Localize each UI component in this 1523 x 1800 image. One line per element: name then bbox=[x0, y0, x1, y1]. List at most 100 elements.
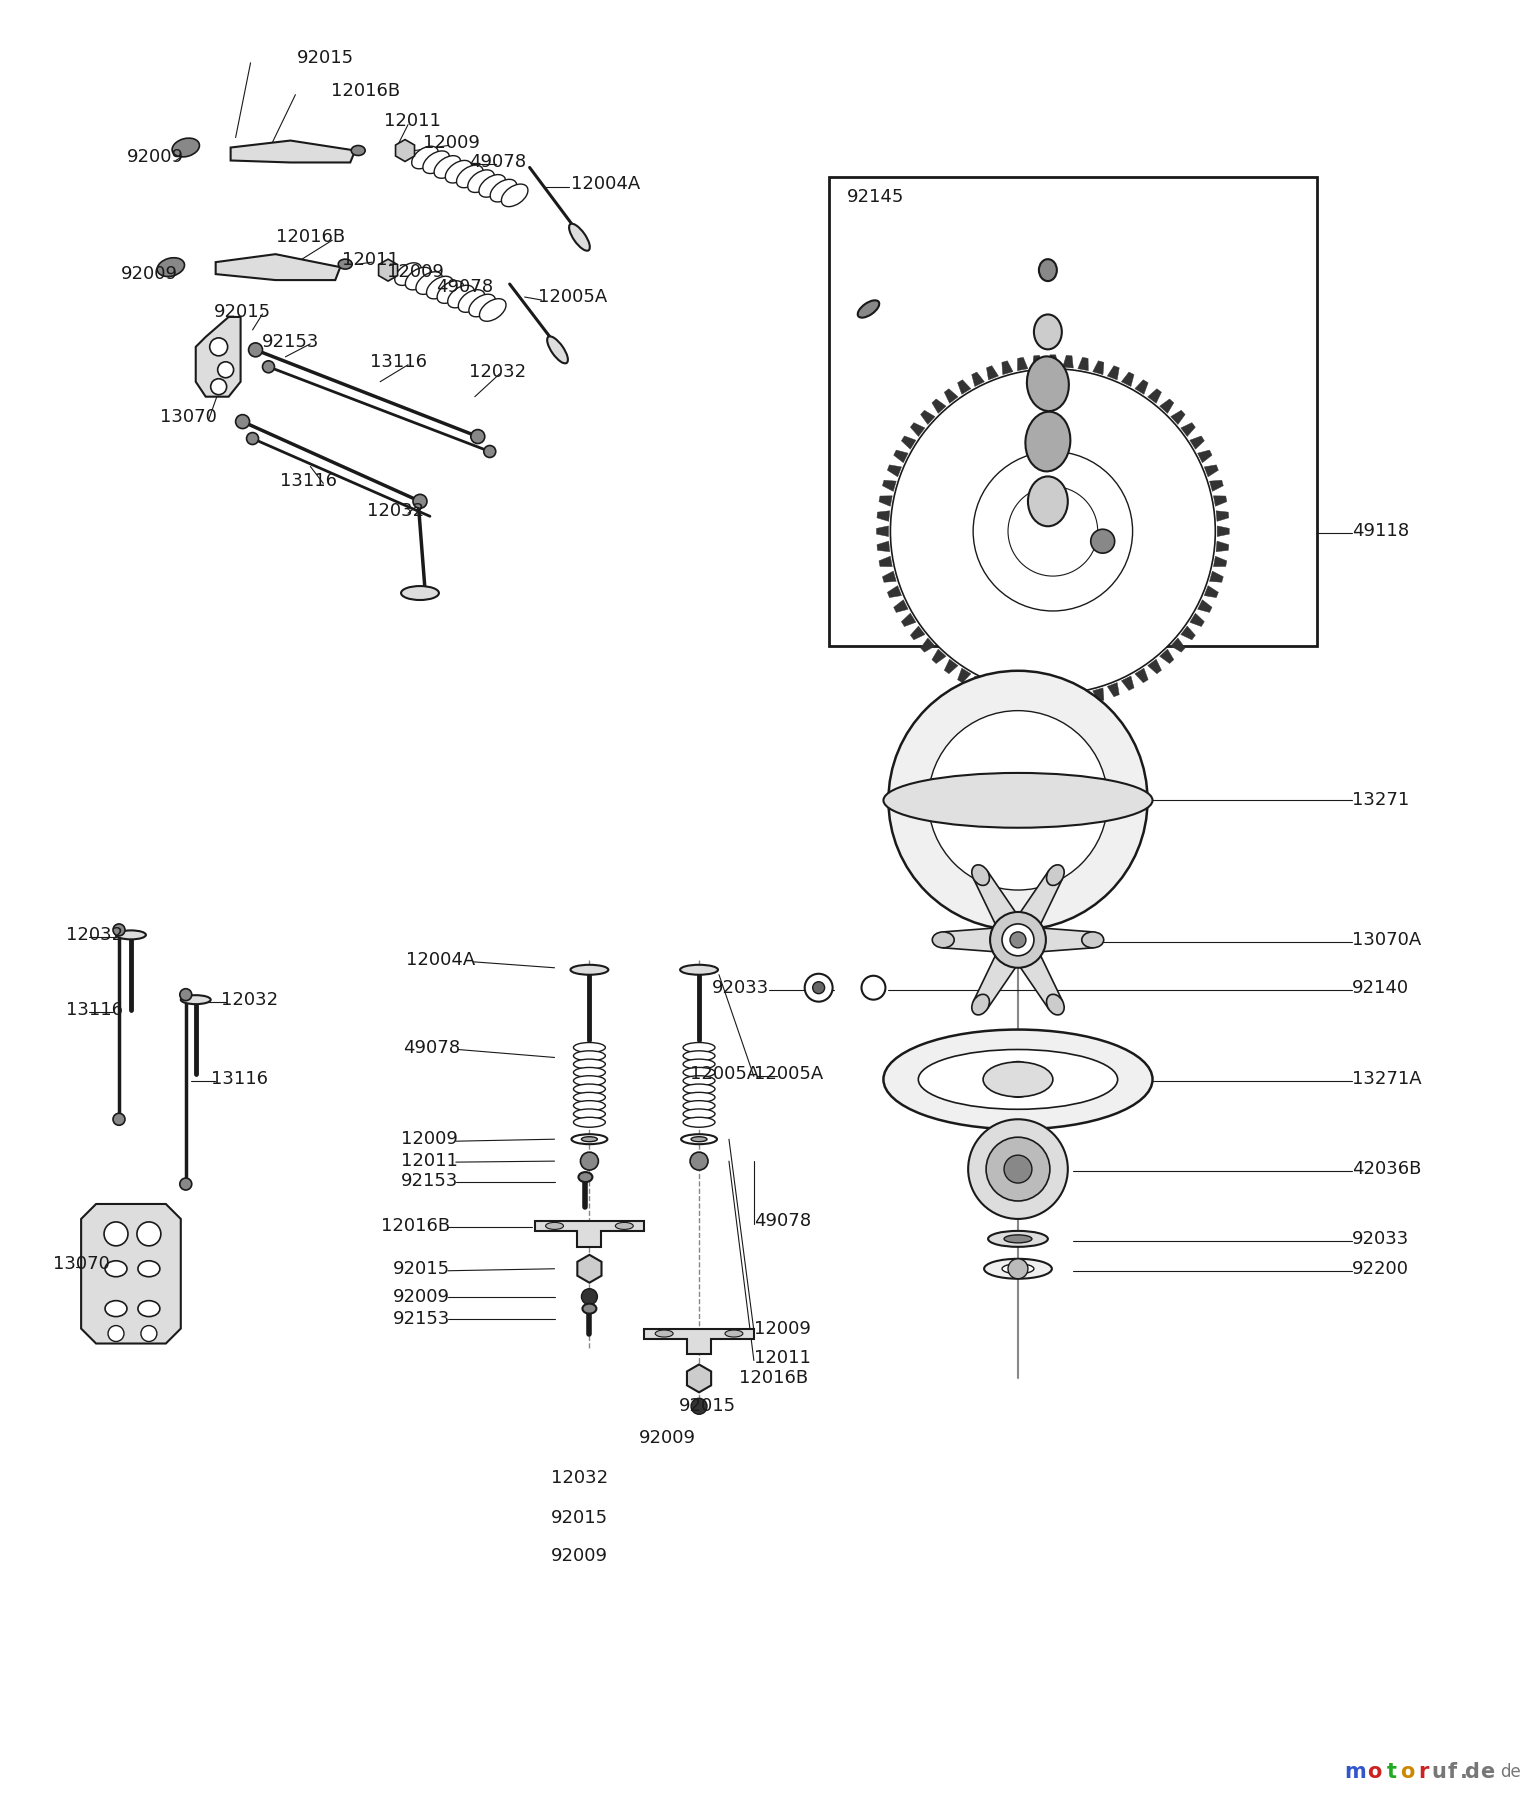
Polygon shape bbox=[920, 637, 935, 652]
Ellipse shape bbox=[401, 587, 439, 599]
Text: 12005A: 12005A bbox=[690, 1066, 758, 1084]
Text: 12011: 12011 bbox=[384, 112, 440, 130]
Ellipse shape bbox=[972, 994, 990, 1015]
Text: 12011: 12011 bbox=[754, 1350, 810, 1368]
Text: 92009: 92009 bbox=[640, 1429, 696, 1447]
Polygon shape bbox=[1197, 599, 1212, 612]
Circle shape bbox=[210, 378, 227, 394]
Text: 92015: 92015 bbox=[679, 1397, 736, 1415]
Ellipse shape bbox=[574, 1042, 605, 1053]
Polygon shape bbox=[396, 140, 414, 162]
Circle shape bbox=[929, 711, 1107, 889]
Polygon shape bbox=[911, 626, 924, 639]
Ellipse shape bbox=[571, 965, 608, 976]
Polygon shape bbox=[987, 365, 999, 380]
Circle shape bbox=[973, 452, 1133, 610]
Circle shape bbox=[1002, 923, 1034, 956]
Polygon shape bbox=[644, 1328, 754, 1354]
Circle shape bbox=[804, 974, 833, 1001]
Circle shape bbox=[891, 369, 1215, 693]
Ellipse shape bbox=[1004, 1235, 1033, 1242]
Circle shape bbox=[247, 432, 259, 445]
Text: 13116: 13116 bbox=[280, 472, 337, 490]
Ellipse shape bbox=[681, 965, 717, 976]
Text: 12016B: 12016B bbox=[739, 1370, 809, 1388]
Text: 12004A: 12004A bbox=[571, 175, 641, 193]
Polygon shape bbox=[1205, 585, 1218, 598]
Ellipse shape bbox=[1034, 315, 1062, 349]
Polygon shape bbox=[888, 585, 902, 598]
Polygon shape bbox=[1033, 355, 1043, 367]
Ellipse shape bbox=[574, 1051, 605, 1060]
Ellipse shape bbox=[574, 1084, 605, 1094]
Circle shape bbox=[137, 1222, 161, 1246]
Ellipse shape bbox=[684, 1051, 714, 1060]
Text: 12032: 12032 bbox=[367, 502, 423, 520]
Polygon shape bbox=[1197, 450, 1212, 463]
Circle shape bbox=[104, 1222, 128, 1246]
Ellipse shape bbox=[338, 259, 352, 270]
Text: 12005A: 12005A bbox=[538, 288, 606, 306]
Circle shape bbox=[262, 360, 274, 373]
Text: 12032: 12032 bbox=[221, 990, 277, 1008]
Ellipse shape bbox=[445, 160, 472, 184]
Circle shape bbox=[990, 913, 1046, 968]
Text: 13271: 13271 bbox=[1352, 792, 1409, 810]
Ellipse shape bbox=[972, 864, 990, 886]
Text: 49078: 49078 bbox=[754, 1211, 810, 1229]
Polygon shape bbox=[1063, 355, 1074, 367]
Text: 92033: 92033 bbox=[711, 979, 769, 997]
Ellipse shape bbox=[547, 337, 568, 364]
Ellipse shape bbox=[352, 146, 366, 155]
Ellipse shape bbox=[116, 931, 146, 940]
Text: 12005A: 12005A bbox=[754, 1066, 822, 1084]
Ellipse shape bbox=[426, 275, 452, 299]
Ellipse shape bbox=[105, 1260, 126, 1276]
Polygon shape bbox=[1215, 542, 1229, 551]
Ellipse shape bbox=[1025, 412, 1071, 472]
Polygon shape bbox=[973, 871, 1017, 927]
Text: 92009: 92009 bbox=[551, 1546, 608, 1564]
Polygon shape bbox=[879, 556, 892, 567]
Ellipse shape bbox=[579, 1172, 592, 1183]
Ellipse shape bbox=[684, 1118, 714, 1127]
Text: 12004A: 12004A bbox=[405, 950, 475, 968]
Circle shape bbox=[969, 1120, 1068, 1219]
Polygon shape bbox=[1048, 695, 1058, 707]
Ellipse shape bbox=[1039, 259, 1057, 281]
Polygon shape bbox=[1063, 695, 1074, 707]
Polygon shape bbox=[230, 140, 355, 162]
Text: 12032: 12032 bbox=[469, 364, 527, 382]
Ellipse shape bbox=[157, 257, 184, 277]
Polygon shape bbox=[1078, 358, 1089, 371]
Text: d: d bbox=[1464, 1762, 1479, 1782]
Polygon shape bbox=[1033, 695, 1043, 707]
Circle shape bbox=[413, 495, 426, 508]
Text: 49078: 49078 bbox=[469, 153, 527, 171]
Text: 12032: 12032 bbox=[65, 925, 123, 943]
Text: 92145: 92145 bbox=[847, 189, 905, 207]
Text: 92009: 92009 bbox=[120, 265, 177, 283]
Ellipse shape bbox=[1081, 932, 1104, 949]
Polygon shape bbox=[1205, 464, 1218, 477]
Ellipse shape bbox=[857, 301, 879, 317]
Circle shape bbox=[1008, 486, 1098, 576]
Ellipse shape bbox=[571, 1134, 608, 1145]
Circle shape bbox=[888, 671, 1147, 931]
Text: 92153: 92153 bbox=[262, 333, 320, 351]
Polygon shape bbox=[535, 1220, 644, 1247]
Polygon shape bbox=[1078, 691, 1089, 706]
Ellipse shape bbox=[570, 223, 589, 250]
Text: 12011: 12011 bbox=[341, 252, 399, 270]
Polygon shape bbox=[902, 436, 915, 450]
Polygon shape bbox=[1040, 929, 1092, 952]
Ellipse shape bbox=[105, 1301, 126, 1316]
Text: 92140: 92140 bbox=[1352, 979, 1409, 997]
Circle shape bbox=[113, 1112, 125, 1125]
Text: de: de bbox=[1500, 1762, 1521, 1780]
Text: 13116: 13116 bbox=[370, 353, 426, 371]
Polygon shape bbox=[879, 495, 892, 506]
Text: 12016B: 12016B bbox=[381, 1217, 449, 1235]
Ellipse shape bbox=[574, 1067, 605, 1078]
Circle shape bbox=[582, 1289, 597, 1305]
